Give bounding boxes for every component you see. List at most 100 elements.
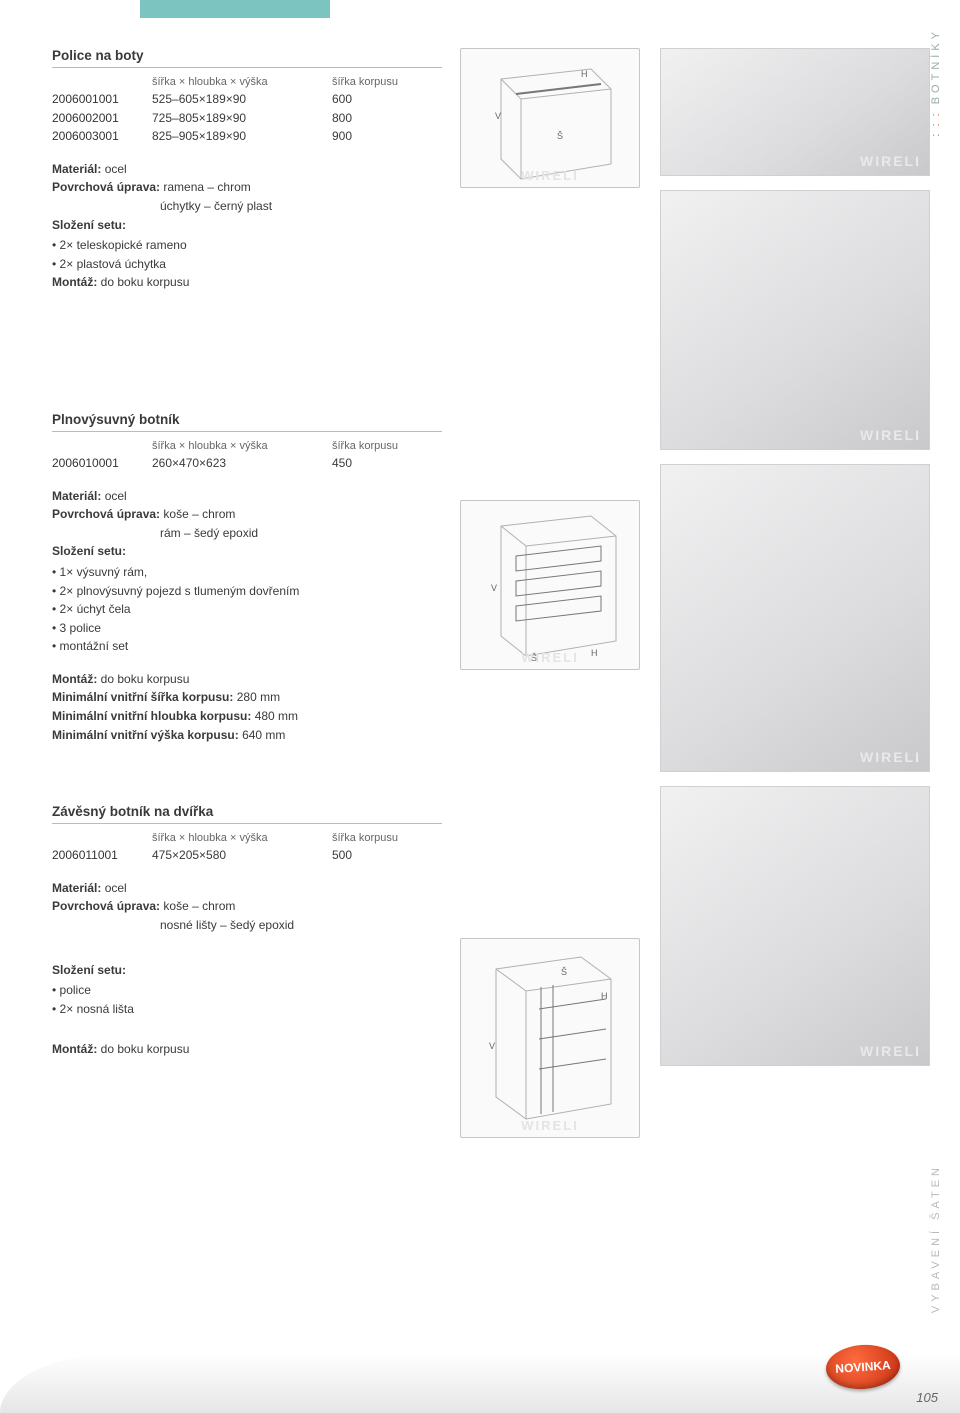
footer-swoosh (0, 1353, 960, 1413)
side-tab-botniky: : : : BOTNÍKY (930, 28, 942, 137)
mount-label: Montáž: (52, 1042, 97, 1056)
svg-text:V: V (491, 583, 497, 593)
table-header-cell: šířka korpusu (332, 440, 442, 452)
table-cell: 525–605×189×90 (152, 90, 332, 109)
finish-line: ramena – chrom (163, 180, 250, 194)
extra-label: Minimální vnitřní výška korpusu: (52, 728, 239, 742)
extra-value: 280 mm (237, 690, 280, 704)
spec-block-2: Složení setu: police 2× nosná lišta Mont… (52, 961, 442, 1059)
finish-label: Povrchová úprava: (52, 507, 160, 521)
table-header-cell (52, 832, 152, 844)
diagram-1: V Š H WIRELI (460, 48, 640, 188)
mount-label: Montáž: (52, 275, 97, 289)
table-row: 2006001001 525–605×189×90 600 (52, 90, 442, 109)
mount-value: do boku korpusu (101, 275, 190, 289)
product-photo: WIRELI (660, 48, 930, 176)
side-tab-saten: VYBAVENÍ ŠATEN (930, 1164, 942, 1313)
table-cell: 500 (332, 846, 442, 865)
table-cell: 475×205×580 (152, 846, 332, 865)
table-header-cell (52, 440, 152, 452)
list-item: 2× plnovýsuvný pojezd s tlumeným dovření… (52, 582, 442, 601)
watermark: WIRELI (461, 650, 639, 665)
extra-value: 640 mm (242, 728, 285, 742)
spec-block: Materiál: ocel Povrchová úprava: ramena … (52, 160, 442, 292)
table-cell: 450 (332, 454, 442, 473)
material-value: ocel (105, 162, 127, 176)
table-cell: 900 (332, 127, 442, 146)
svg-text:Š: Š (557, 131, 563, 141)
table-cell: 600 (332, 90, 442, 109)
table-header-cell: šířka × hloubka × výška (152, 832, 332, 844)
table-cell: 2006003001 (52, 127, 152, 146)
novinka-label: NOVINKA (835, 1358, 891, 1376)
watermark: WIRELI (461, 168, 639, 183)
set-items: police 2× nosná lišta (52, 981, 442, 1018)
mount-value: do boku korpusu (101, 672, 190, 686)
watermark: WIRELI (860, 1043, 921, 1059)
product-photo: WIRELI (660, 190, 930, 450)
table-header-cell: šířka korpusu (332, 832, 442, 844)
watermark: WIRELI (461, 1118, 639, 1133)
mount-value: do boku korpusu (101, 1042, 190, 1056)
table-cell: 2006001001 (52, 90, 152, 109)
spec-table: šířka × hloubka × výška šířka korpusu 20… (52, 440, 442, 473)
side-tab-dots: : : : (930, 111, 942, 136)
table-cell: 2006010001 (52, 454, 152, 473)
diagram-box: V Š H WIRELI (460, 938, 640, 1138)
table-row: 2006011001 475×205×580 500 (52, 846, 442, 865)
diagram-3: V Š H WIRELI (460, 938, 640, 1138)
list-item: montážní set (52, 637, 442, 656)
set-label: Složení setu: (52, 963, 126, 977)
photo-column: WIRELI WIRELI WIRELI WIRELI (660, 48, 930, 1080)
section-title: Plnovýsuvný botník (52, 412, 442, 432)
table-cell: 2006002001 (52, 109, 152, 128)
finish-label: Povrchová úprava: (52, 180, 160, 194)
product-photo: WIRELI (660, 786, 930, 1066)
header-accent-bar (140, 0, 330, 18)
table-header: šířka × hloubka × výška šířka korpusu (52, 440, 442, 452)
svg-text:Š: Š (561, 967, 567, 977)
table-cell: 725–805×189×90 (152, 109, 332, 128)
list-item: police (52, 981, 442, 1000)
table-header-cell (52, 76, 152, 88)
finish-line: koše – chrom (163, 507, 235, 521)
material-label: Materiál: (52, 881, 101, 895)
svg-text:H: H (601, 991, 608, 1001)
spec-table: šířka × hloubka × výška šířka korpusu 20… (52, 76, 442, 146)
table-row: 2006010001 260×470×623 450 (52, 454, 442, 473)
product-photo: WIRELI (660, 464, 930, 772)
section-title: Police na boty (52, 48, 442, 68)
svg-text:V: V (495, 111, 501, 121)
list-item: 2× plastová úchytka (52, 255, 442, 274)
spec-block: Materiál: ocel Povrchová úprava: koše – … (52, 879, 442, 935)
finish-line: koše – chrom (163, 899, 235, 913)
spec-block: Materiál: ocel Povrchová úprava: koše – … (52, 487, 442, 656)
finish-line: úchytky – černý plast (160, 197, 442, 216)
finish-line: nosné lišty – šedý epoxid (160, 916, 442, 935)
extra-value: 480 mm (255, 709, 298, 723)
table-cell: 260×470×623 (152, 454, 332, 473)
table-cell: 825–905×189×90 (152, 127, 332, 146)
material-label: Materiál: (52, 489, 101, 503)
page-number: 105 (916, 1390, 938, 1405)
table-header-cell: šířka × hloubka × výška (152, 440, 332, 452)
list-item: 1× výsuvný rám, (52, 563, 442, 582)
material-value: ocel (105, 489, 127, 503)
table-header-cell: šířka korpusu (332, 76, 442, 88)
watermark: WIRELI (860, 153, 921, 169)
table-cell: 2006011001 (52, 846, 152, 865)
spec-table: šířka × hloubka × výška šířka korpusu 20… (52, 832, 442, 865)
table-header-cell: šířka × hloubka × výška (152, 76, 332, 88)
mount-label: Montáž: (52, 672, 97, 686)
table-cell: 800 (332, 109, 442, 128)
watermark: WIRELI (860, 749, 921, 765)
list-item: 3 police (52, 619, 442, 638)
set-label: Složení setu: (52, 218, 126, 232)
material-label: Materiál: (52, 162, 101, 176)
svg-text:V: V (489, 1041, 495, 1051)
svg-text:H: H (581, 69, 588, 79)
list-item: 2× teleskopické rameno (52, 236, 442, 255)
table-header: šířka × hloubka × výška šířka korpusu (52, 832, 442, 844)
section-title: Závěsný botník na dvířka (52, 804, 442, 824)
material-value: ocel (105, 881, 127, 895)
